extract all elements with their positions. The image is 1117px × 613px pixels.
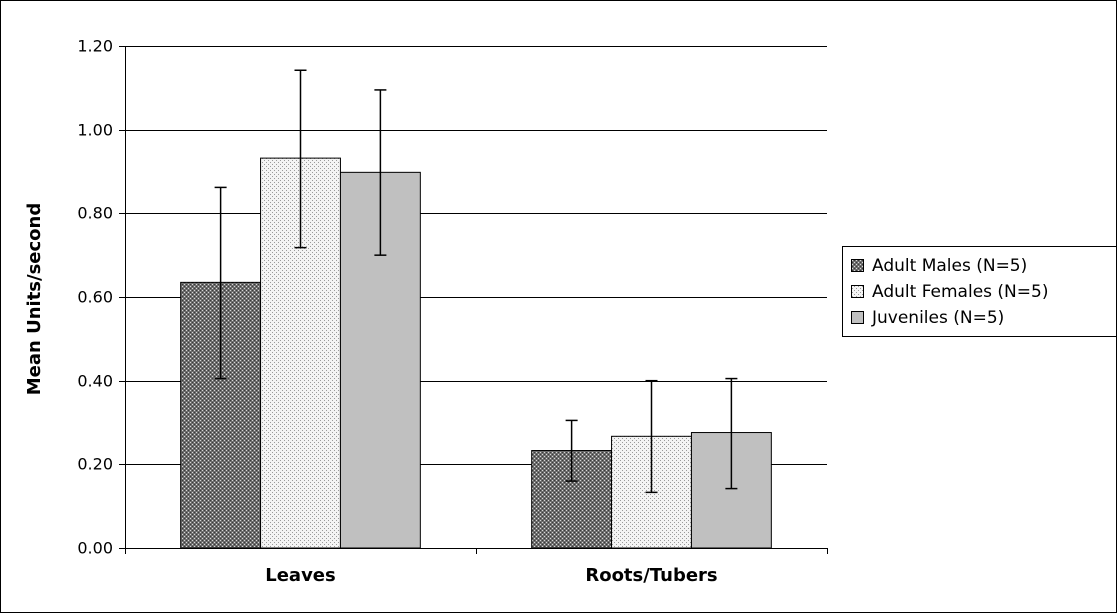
error-bar bbox=[565, 419, 578, 482]
error-bars bbox=[214, 69, 738, 494]
legend-entry-label: Juveniles (N=5) bbox=[871, 308, 1004, 328]
y-axis-title: Mean Units/second bbox=[24, 203, 45, 396]
y-tick-label: 1.20 bbox=[77, 37, 113, 56]
legend-swatch bbox=[851, 285, 864, 298]
axes bbox=[119, 46, 828, 554]
x-category-label: Leaves bbox=[265, 565, 335, 586]
legend-box bbox=[842, 246, 1117, 337]
error-bar bbox=[294, 69, 307, 249]
x-category-label: Roots/Tubers bbox=[585, 565, 717, 586]
y-tick-label: 0.20 bbox=[77, 455, 113, 474]
legend-entry-label: Adult Females (N=5) bbox=[872, 282, 1048, 302]
y-tick-label: 1.00 bbox=[77, 121, 113, 140]
legend-swatch bbox=[851, 259, 864, 272]
y-tick-label: 0.80 bbox=[77, 204, 113, 223]
y-tick-label: 0.00 bbox=[77, 539, 113, 558]
error-bar bbox=[645, 379, 658, 494]
error-bar bbox=[725, 377, 738, 490]
y-tick-label: 0.40 bbox=[77, 372, 113, 391]
legend: Adult Males (N=5) Adult Females (N=5) Juve… bbox=[842, 246, 1117, 337]
legend-entry-label: Adult Males (N=5) bbox=[872, 256, 1027, 276]
legend-swatch bbox=[851, 311, 864, 324]
y-tick-label: 0.60 bbox=[77, 288, 113, 307]
error-bar bbox=[214, 186, 227, 380]
error-bar bbox=[374, 89, 387, 256]
axis-labels: 0.00 0.20 0.40 0.60 0.80 1.00 1.20 Leaves Roots/… bbox=[77, 37, 717, 587]
